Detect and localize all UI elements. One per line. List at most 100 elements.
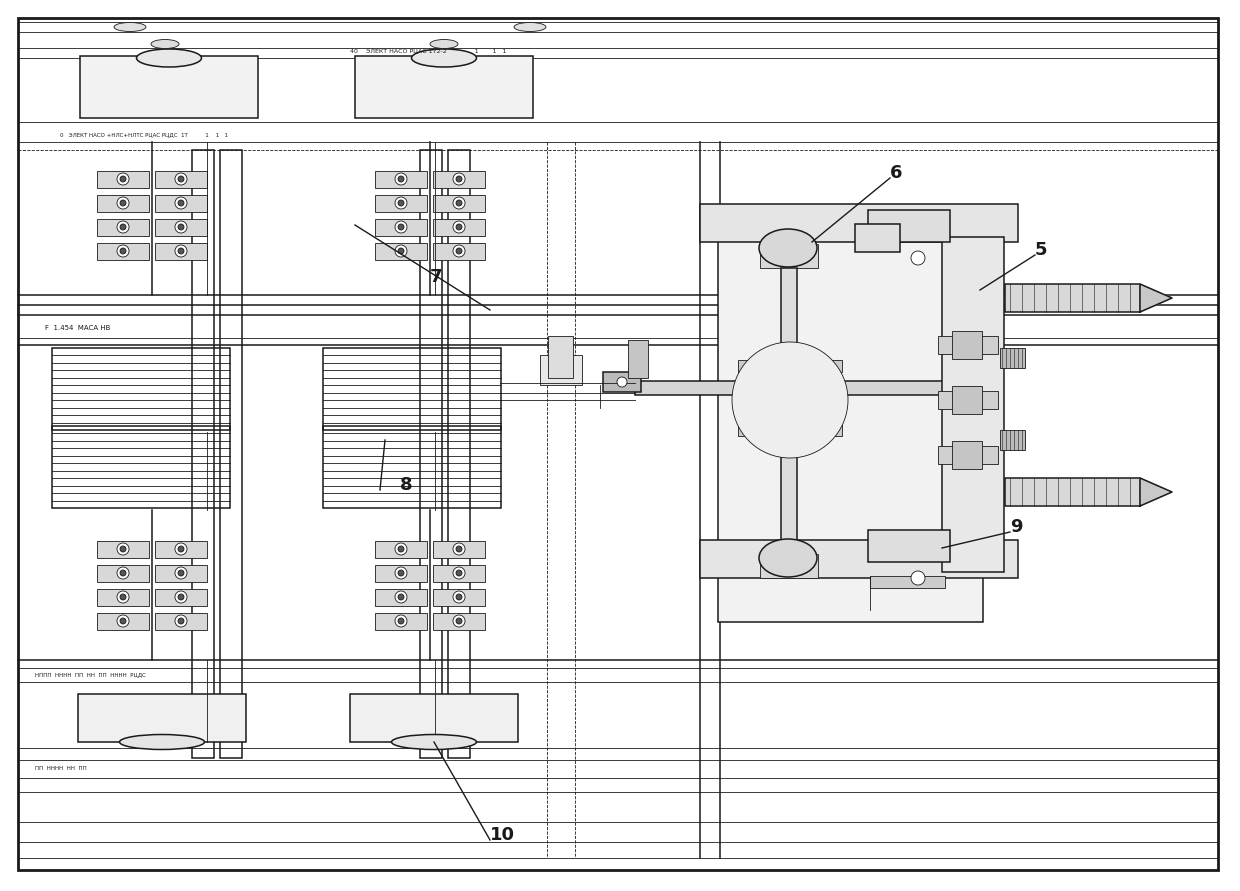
Bar [937,391,998,409]
Circle shape [456,224,463,230]
Circle shape [396,567,407,579]
Bar [760,554,818,578]
Bar [539,355,582,385]
Circle shape [453,567,465,579]
Bar [97,565,149,582]
Bar [155,612,207,630]
Bar [97,218,149,235]
Bar [52,426,229,508]
Bar [374,218,427,235]
Circle shape [398,176,404,182]
Bar [374,242,427,259]
Bar [322,348,501,430]
Circle shape [175,221,187,233]
Circle shape [453,543,465,555]
Bar [97,588,149,606]
Bar [97,541,149,558]
Bar [868,530,950,562]
Bar [701,540,1018,578]
Bar [937,446,998,464]
Bar [374,170,427,187]
Ellipse shape [136,49,202,67]
Circle shape [179,618,184,624]
Text: 9: 9 [1011,518,1023,536]
Polygon shape [1140,478,1172,506]
Circle shape [453,173,465,185]
Bar [868,210,950,242]
Circle shape [398,570,404,576]
Bar [433,588,485,606]
Circle shape [398,200,404,206]
Bar [155,588,207,606]
Polygon shape [1140,284,1172,312]
Circle shape [179,224,184,230]
Ellipse shape [412,49,476,67]
Ellipse shape [151,39,179,48]
Circle shape [911,251,925,265]
Bar [603,372,641,392]
Circle shape [179,570,184,576]
Bar [937,336,998,354]
Text: 5: 5 [1035,241,1048,259]
Bar [701,204,1018,242]
Bar [78,694,246,742]
Bar [952,441,982,469]
Bar [448,150,470,758]
Circle shape [120,618,126,624]
Bar [1004,478,1140,506]
Circle shape [120,594,126,600]
Bar [219,150,242,758]
Circle shape [618,377,627,387]
Bar [738,392,842,404]
Bar [322,426,501,508]
Circle shape [398,546,404,552]
Bar [760,244,818,268]
Bar [52,348,229,430]
Circle shape [396,245,407,257]
Bar [738,408,842,420]
Bar [718,227,983,622]
Ellipse shape [119,734,205,749]
Circle shape [175,197,187,209]
Circle shape [456,200,463,206]
Bar [155,242,207,259]
Bar [374,588,427,606]
Circle shape [175,173,187,185]
Circle shape [117,543,129,555]
Bar [433,565,485,582]
Text: 40    ЭЛЕКТ НАСО РЦАС 172-2              1       1   1: 40 ЭЛЕКТ НАСО РЦАС 172-2 1 1 1 [350,48,506,53]
Bar [433,194,485,211]
Bar [97,612,149,630]
Circle shape [456,176,463,182]
Bar [97,194,149,211]
Bar [97,242,149,259]
Ellipse shape [515,22,546,31]
Circle shape [179,200,184,206]
Bar [374,541,427,558]
Text: 7: 7 [430,268,443,286]
Circle shape [911,571,925,585]
Circle shape [179,594,184,600]
Bar [433,218,485,235]
Bar [374,565,427,582]
Circle shape [398,594,404,600]
Bar [420,150,441,758]
Circle shape [117,173,129,185]
Bar [738,424,842,436]
Bar [97,170,149,187]
Bar [999,348,1025,368]
Text: 6: 6 [890,164,903,182]
Circle shape [117,591,129,603]
Bar [155,565,207,582]
Circle shape [456,248,463,254]
Bar [155,541,207,558]
Circle shape [732,342,848,458]
Circle shape [120,570,126,576]
Text: F  1.454  МАСА НВ: F 1.454 МАСА НВ [45,325,110,331]
Bar [738,360,842,372]
Circle shape [120,248,126,254]
Circle shape [453,591,465,603]
Circle shape [456,570,463,576]
Bar [433,242,485,259]
Circle shape [456,546,463,552]
